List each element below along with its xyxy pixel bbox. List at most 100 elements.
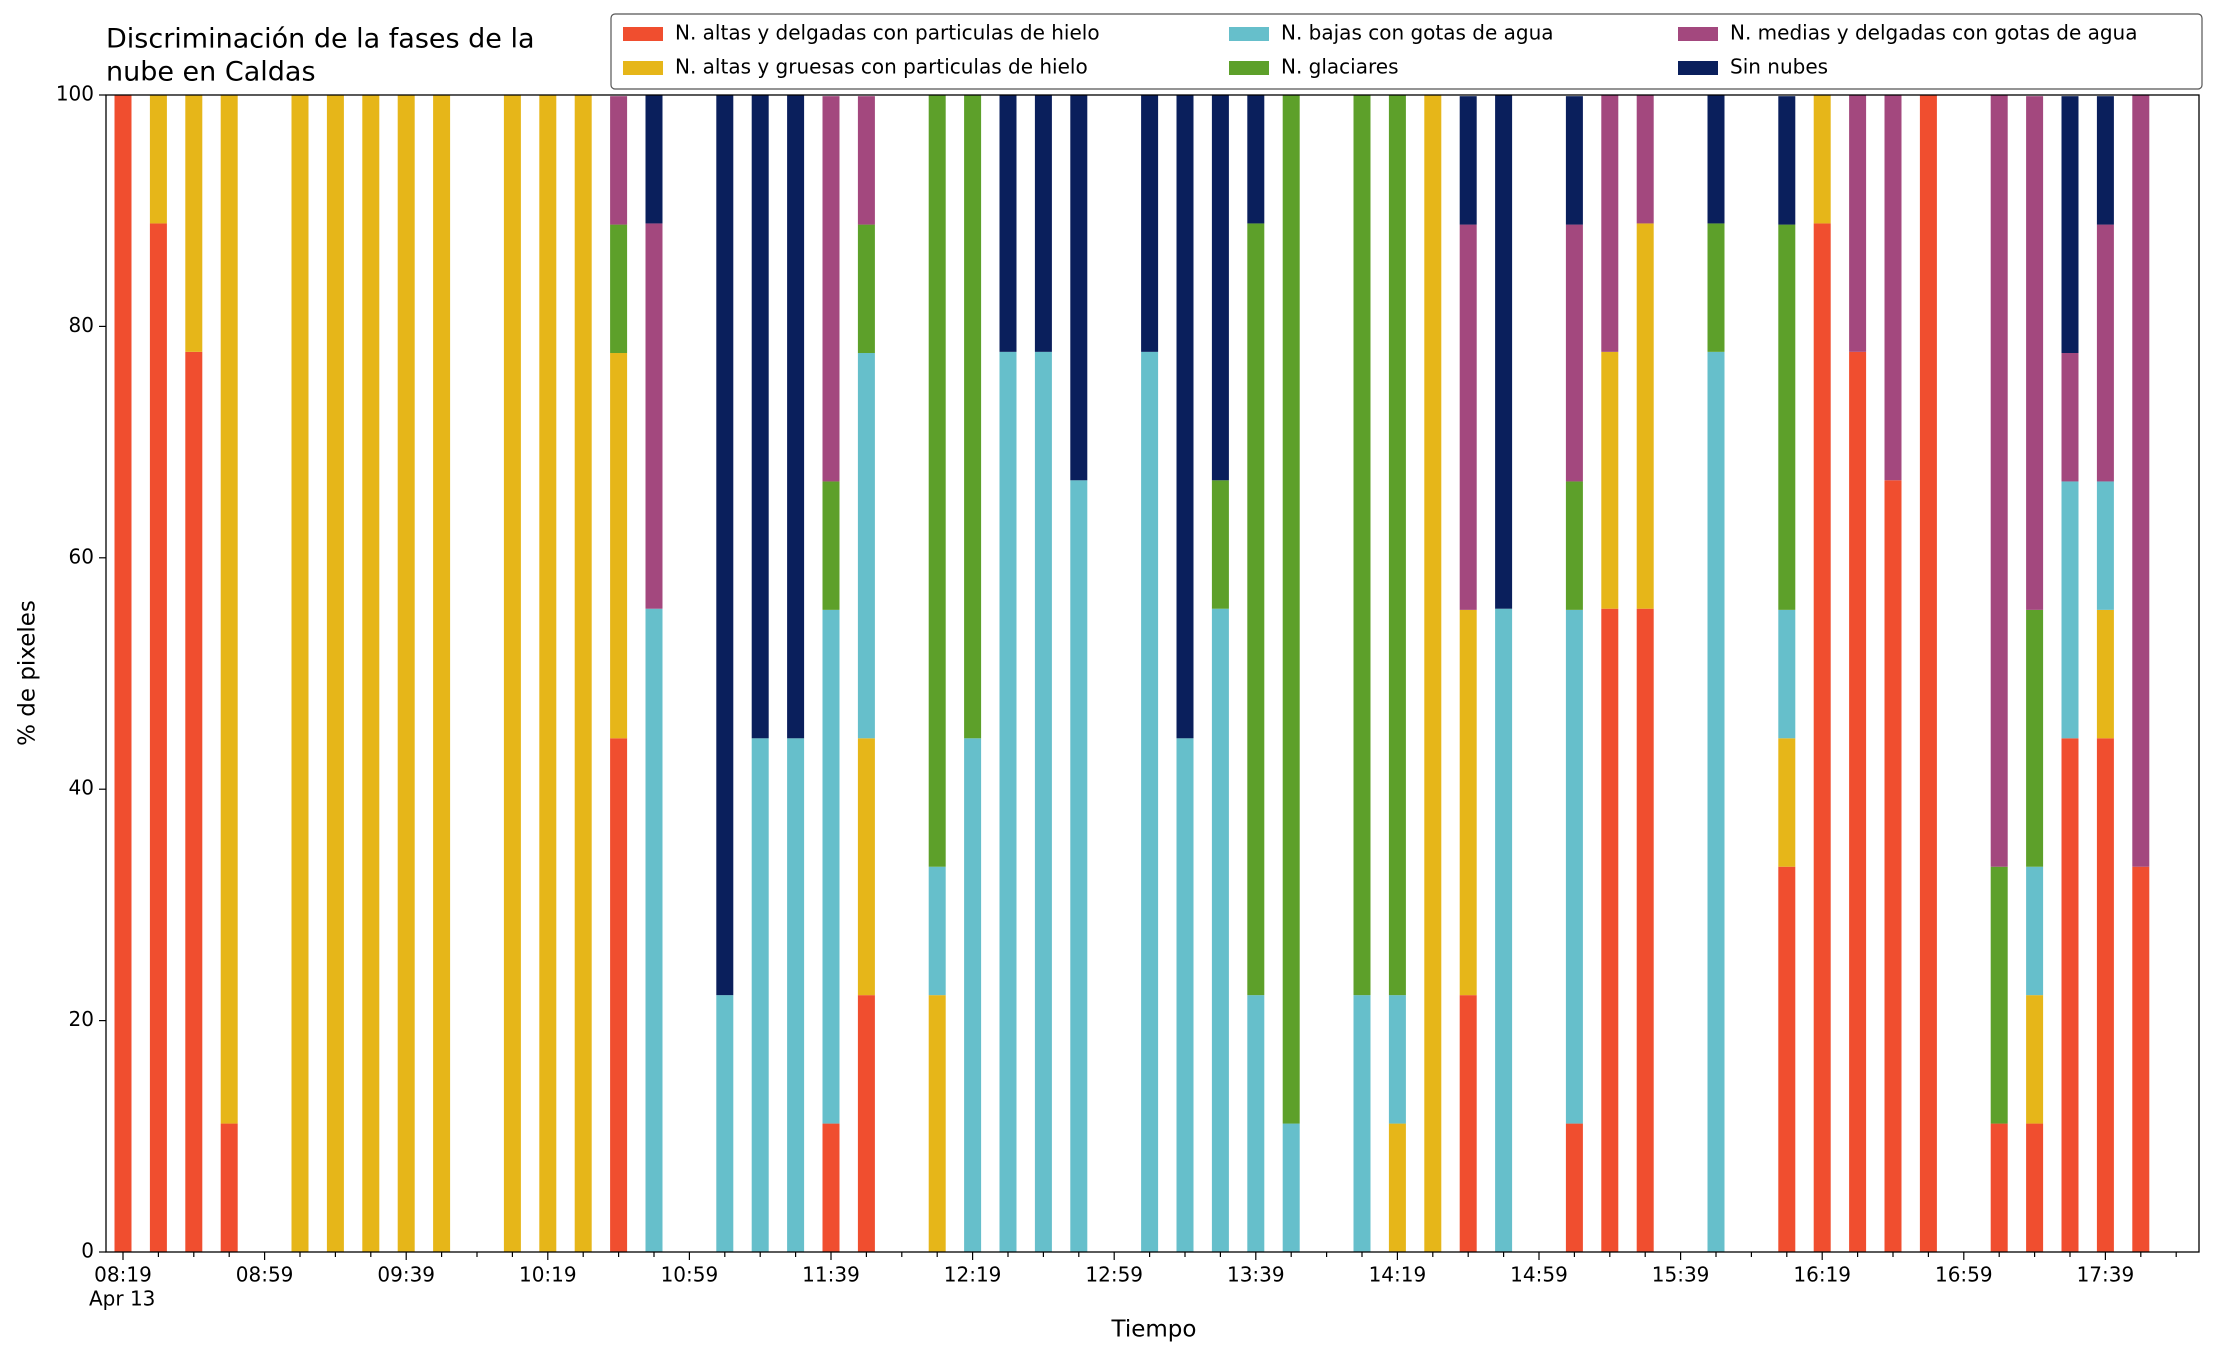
bar-segment: [2026, 866, 2044, 996]
bar-segment: [2132, 866, 2150, 1252]
bar-segment: [1813, 95, 1831, 224]
bar-segment: [1282, 1123, 1300, 1252]
bar-segment: [2061, 481, 2079, 739]
bar-segment: [751, 738, 769, 1252]
bar-segment: [149, 95, 167, 224]
bar-segment: [2132, 95, 2150, 867]
bar-segment: [2026, 609, 2044, 867]
bar-segment: [1459, 609, 1477, 996]
bar-segment: [1211, 608, 1229, 1252]
bar-segment: [787, 95, 805, 739]
bar-segment: [1034, 95, 1052, 352]
bar-segment: [964, 95, 982, 739]
x-tick-label: 14:19: [1369, 1263, 1427, 1287]
x-tick-label: 14:59: [1510, 1263, 1568, 1287]
y-tick-label: 0: [81, 1239, 94, 1263]
bar-segment: [822, 481, 840, 610]
bar-segment: [574, 95, 592, 1252]
legend-label: N. medias y delgadas con gotas de agua: [1730, 21, 2138, 45]
legend-label: N. glaciares: [1281, 55, 1399, 79]
bar-segment: [1141, 351, 1159, 1252]
bar-segment: [2061, 96, 2079, 354]
bar-segment: [751, 95, 769, 739]
bar-segment: [1247, 95, 1265, 224]
legend-swatch: [1678, 27, 1718, 41]
bar-segment: [2026, 995, 2044, 1124]
legend-swatch: [623, 27, 663, 41]
bar-segment: [1601, 608, 1619, 1252]
bar-segment: [1495, 608, 1513, 1252]
legend-label: N. altas y delgadas con particulas de hi…: [675, 21, 1100, 45]
x-date-label: Apr 13: [89, 1287, 155, 1311]
x-tick-label: 12:19: [944, 1263, 1002, 1287]
bar-segment: [1247, 995, 1265, 1252]
bar-segment: [1636, 608, 1654, 1252]
bar-segment: [1601, 95, 1619, 352]
bar-segment: [645, 223, 663, 609]
bar-segment: [1070, 480, 1088, 1252]
bar-segment: [822, 96, 840, 482]
bar-segment: [716, 95, 734, 996]
bar-segment: [1778, 96, 1796, 225]
bar-segment: [1176, 738, 1194, 1252]
bar-segment: [928, 995, 946, 1252]
bar-segment: [1211, 95, 1229, 481]
bar-segment: [610, 224, 628, 354]
bar-segment: [1707, 351, 1725, 1252]
bar-segment: [787, 738, 805, 1252]
bar-segment: [2096, 481, 2114, 610]
bar-segment: [2061, 353, 2079, 482]
x-tick-label: 08:19: [94, 1263, 152, 1287]
bar-segment: [1636, 223, 1654, 609]
bar-segment: [1495, 95, 1513, 609]
bar-segment: [503, 95, 521, 1252]
y-tick-label: 40: [69, 776, 94, 800]
bar-segment: [433, 95, 451, 1252]
bar-segment: [397, 95, 415, 1252]
bar-segment: [1565, 481, 1583, 610]
bar-segment: [857, 96, 875, 225]
x-tick-label: 16:19: [1793, 1263, 1851, 1287]
bar-segment: [822, 1123, 840, 1252]
y-tick-label: 20: [69, 1007, 94, 1031]
x-tick-label: 11:39: [802, 1263, 860, 1287]
bar-segment: [2026, 96, 2044, 610]
x-tick-label: 17:39: [2077, 1263, 2135, 1287]
bar-segment: [1176, 95, 1194, 739]
bar-segment: [1919, 95, 1937, 1252]
bar-segment: [2061, 738, 2079, 1252]
x-axis-label: Tiempo: [1111, 1317, 1197, 1343]
bar-segment: [928, 866, 946, 996]
bar-segment: [1034, 351, 1052, 1252]
bar-segment: [1884, 480, 1902, 1252]
bar-segment: [1565, 96, 1583, 225]
bar-segment: [2026, 1123, 2044, 1252]
axes-frame: [105, 94, 2200, 1253]
bar-segment: [964, 738, 982, 1252]
x-tick-label: 10:59: [661, 1263, 719, 1287]
bar-segment: [1247, 223, 1265, 996]
bar-segment: [1849, 95, 1867, 352]
bar-segment: [1707, 223, 1725, 352]
legend-label: N. altas y gruesas con particulas de hie…: [675, 55, 1088, 79]
bar-segment: [1778, 609, 1796, 739]
legend-swatch: [1229, 61, 1269, 75]
bar-segment: [1565, 609, 1583, 1124]
y-tick-label: 100: [56, 82, 94, 106]
y-tick-label: 80: [69, 313, 94, 337]
bar-segment: [857, 995, 875, 1252]
bar-segment: [1282, 95, 1300, 1124]
bar-segment: [857, 224, 875, 354]
y-tick-label: 60: [69, 544, 94, 568]
bar-segment: [1565, 1123, 1583, 1252]
bar-segment: [2096, 96, 2114, 225]
bar-segment: [1459, 995, 1477, 1252]
bar-segment: [716, 995, 734, 1252]
bar-segment: [645, 95, 663, 224]
x-tick-label: 09:39: [377, 1263, 435, 1287]
bar-segment: [1424, 95, 1442, 1252]
bar-segment: [610, 738, 628, 1252]
x-tick-label: 15:39: [1652, 1263, 1710, 1287]
chart-title-line: Discriminación de la fases de la: [106, 24, 535, 55]
